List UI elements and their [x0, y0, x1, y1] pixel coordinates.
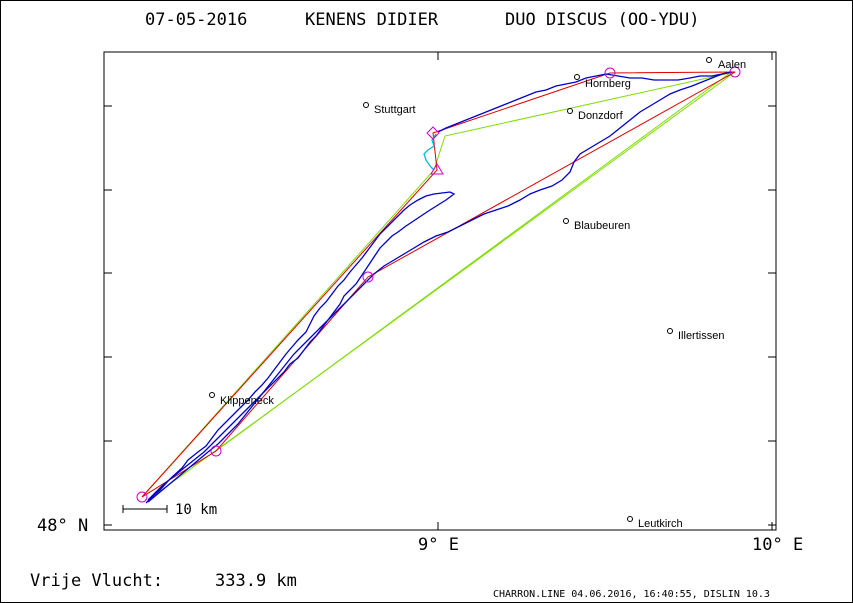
place-stuttgart: Stuttgart [363, 102, 416, 116]
turnpoint-start [136, 491, 148, 503]
axis-ticks [104, 52, 776, 530]
place-label: Stuttgart [374, 104, 416, 116]
place-marker-icon [363, 102, 369, 108]
place-marker-icon [209, 392, 215, 398]
flight-type-label: Vrije Vlucht: [30, 571, 163, 591]
place-label: Donzdorf [578, 110, 624, 122]
glider-name: DUO DISCUS (OO-YDU) [505, 10, 699, 30]
place-illertissen: Illertissen [667, 328, 724, 342]
place-leutkirch: Leutkirch [627, 516, 683, 530]
places: Aalen Hornberg Stuttgart Donzdorf Blaube… [209, 57, 746, 530]
header: 07-05-2016 KENENS DIDIER DUO DISCUS (OO-… [145, 10, 699, 30]
place-aalen: Aalen [706, 57, 746, 71]
scale-bar-label: 10 km [175, 502, 217, 518]
turnpoint-triangle [430, 163, 444, 175]
place-klippeneck: Klippeneck [209, 392, 274, 407]
place-label: Leutkirch [638, 518, 683, 530]
place-marker-icon [706, 57, 712, 63]
axis-labels: 48° N 9° E 10° E [37, 516, 803, 555]
turnpoint-1 [210, 445, 222, 457]
place-label: Aalen [718, 59, 746, 71]
x-tick-label-10e: 10° E [752, 535, 803, 555]
place-label: Klippeneck [220, 395, 274, 407]
place-label: Illertissen [678, 330, 724, 342]
route-lines [141, 71, 736, 498]
scale-bar: 10 km [122, 502, 217, 518]
triangle-lines [141, 71, 736, 501]
turnpoint-4 [604, 67, 616, 79]
place-blaubeuren: Blaubeuren [563, 218, 630, 232]
place-label: Blaubeuren [574, 220, 630, 232]
turnpoint-diamond [426, 126, 440, 140]
pilot-name: KENENS DIDIER [305, 10, 439, 30]
place-donzdorf: Donzdorf [567, 108, 624, 122]
place-marker-icon [563, 218, 569, 224]
place-marker-icon [574, 74, 580, 80]
x-tick-label-9e: 9° E [418, 535, 459, 555]
footer: Vrije Vlucht: 333.9 km CHARRON.LINE 04.0… [30, 571, 770, 600]
place-marker-icon [667, 328, 673, 334]
y-tick-label: 48° N [37, 516, 88, 536]
place-label: Hornberg [585, 78, 631, 90]
turnpoints [136, 66, 741, 503]
flight-track-top [437, 71, 733, 133]
turnpoint-2 [362, 271, 374, 283]
flight-date: 07-05-2016 [145, 10, 247, 30]
flight-track-return [147, 71, 733, 503]
credit-line: CHARRON.LINE 04.06.2016, 16:40:55, DISLI… [493, 589, 770, 600]
flight-track [145, 191, 456, 504]
flight-distance: 333.9 km [215, 571, 297, 591]
place-marker-icon [627, 516, 633, 522]
place-marker-icon [567, 108, 573, 114]
place-hornberg: Hornberg [574, 74, 631, 90]
turnpoint-3 [729, 66, 741, 78]
plot-frame [103, 51, 777, 531]
flight-track-glide [423, 133, 437, 171]
